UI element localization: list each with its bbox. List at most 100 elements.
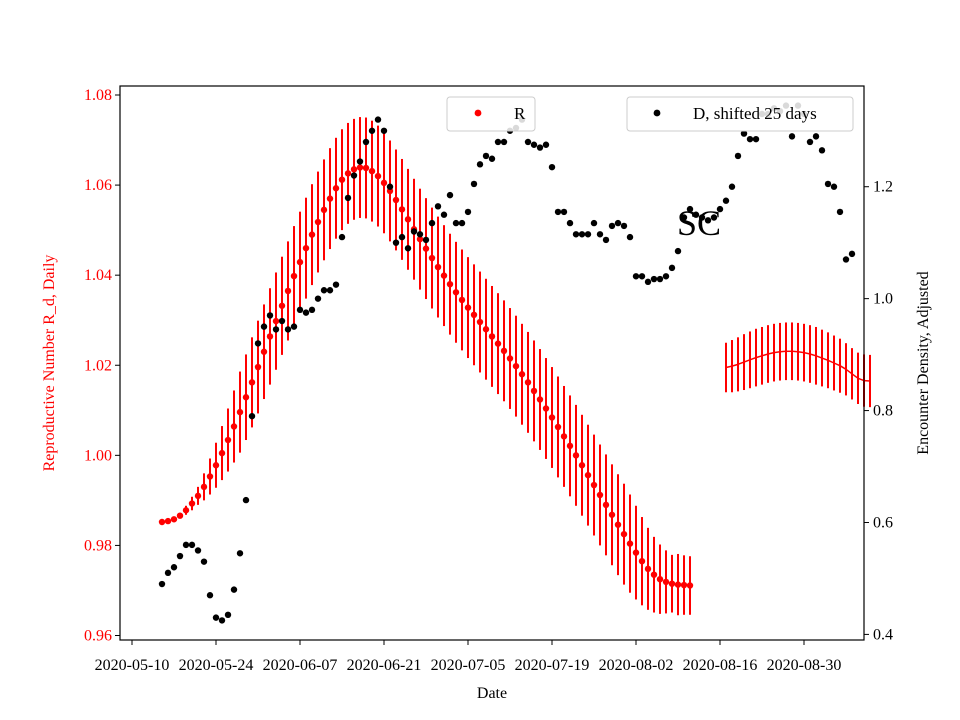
d-point [848, 250, 856, 258]
r-point [158, 518, 166, 526]
r-point [452, 289, 460, 296]
r-point [668, 580, 676, 587]
d-point [452, 219, 460, 227]
y-right-tick-label: 0.6 [873, 514, 893, 531]
r-point [230, 423, 238, 430]
y-left-tick-label: 1.06 [84, 177, 112, 194]
d-point [788, 133, 796, 140]
r-point [398, 206, 406, 213]
y-right-tick-label: 1.2 [873, 179, 893, 196]
r-point [236, 408, 244, 416]
d-point [728, 183, 736, 190]
r-point [272, 317, 280, 325]
d-point [566, 219, 574, 227]
d-point [590, 219, 598, 227]
d-point [656, 275, 664, 283]
r-point [656, 575, 664, 583]
r-point [350, 166, 358, 173]
d-point [302, 309, 310, 316]
d-point [200, 558, 208, 565]
d-point [494, 138, 502, 146]
d-point [530, 141, 538, 148]
y-left-tick-label: 1.04 [84, 267, 112, 284]
r-point [506, 355, 514, 362]
d-point [164, 569, 172, 577]
d-point [476, 161, 484, 168]
d-point [386, 183, 394, 190]
y-right-tick-label: 0.8 [873, 403, 893, 420]
r-point [416, 235, 424, 243]
d-point [812, 133, 820, 140]
d-point [542, 141, 550, 148]
d-point [596, 231, 604, 238]
r-point [164, 517, 172, 525]
r-point [194, 492, 202, 500]
r-point [476, 318, 484, 326]
d-point [434, 203, 442, 210]
d-point [698, 214, 706, 221]
r-point [440, 272, 448, 279]
d-point [830, 183, 838, 190]
d-point [500, 138, 508, 146]
r-point [254, 363, 262, 371]
x-tick-label: 2020-08-02 [599, 657, 674, 674]
d-point [644, 278, 652, 286]
d-point [470, 180, 478, 188]
d-point [218, 617, 226, 624]
r-point [374, 172, 382, 180]
d-point [404, 245, 412, 252]
r-point [200, 483, 208, 491]
r-point [560, 433, 568, 440]
r-point [428, 254, 436, 262]
d-point [182, 541, 190, 549]
plot-frame [119, 85, 865, 641]
r-point [620, 530, 628, 538]
d-point [248, 412, 256, 420]
d-point [674, 247, 682, 255]
r-point [170, 516, 178, 523]
d-point [344, 194, 352, 202]
r-point [218, 449, 226, 457]
r-point [554, 423, 562, 431]
r-point [260, 348, 268, 355]
d-point [482, 152, 490, 160]
y-left-tick-label: 1.02 [84, 357, 112, 374]
d-point [524, 138, 532, 146]
d-point [368, 127, 376, 134]
r-point [548, 414, 556, 421]
r-point [572, 452, 580, 459]
d-point [560, 208, 568, 216]
d-point [722, 197, 730, 204]
d-point [686, 205, 694, 213]
r-point [332, 185, 340, 192]
r-point [404, 216, 412, 223]
d-point [350, 172, 358, 179]
d-point [668, 264, 676, 272]
d-point [650, 275, 658, 283]
d-point [806, 138, 814, 146]
d-point [704, 217, 712, 224]
r-point [602, 501, 610, 509]
y-right-tick-label: 0.4 [873, 626, 893, 643]
r-point [320, 206, 328, 214]
r-point [446, 280, 454, 288]
d-point [356, 158, 364, 165]
r-point [518, 371, 526, 378]
d-point [158, 580, 166, 588]
legend-r: R [446, 96, 536, 132]
r-point [596, 491, 604, 499]
legend-r-marker [474, 109, 482, 117]
d-point [638, 273, 646, 280]
d-point [632, 273, 640, 280]
d-point [272, 326, 280, 333]
d-point [326, 287, 334, 294]
y-right-tick-label: 1.0 [873, 291, 893, 308]
d-point [614, 219, 622, 227]
d-point [296, 306, 304, 314]
r-point [242, 394, 250, 401]
r-point [638, 557, 646, 565]
d-point [278, 317, 286, 325]
r-point [188, 500, 196, 507]
r-point [482, 326, 490, 333]
